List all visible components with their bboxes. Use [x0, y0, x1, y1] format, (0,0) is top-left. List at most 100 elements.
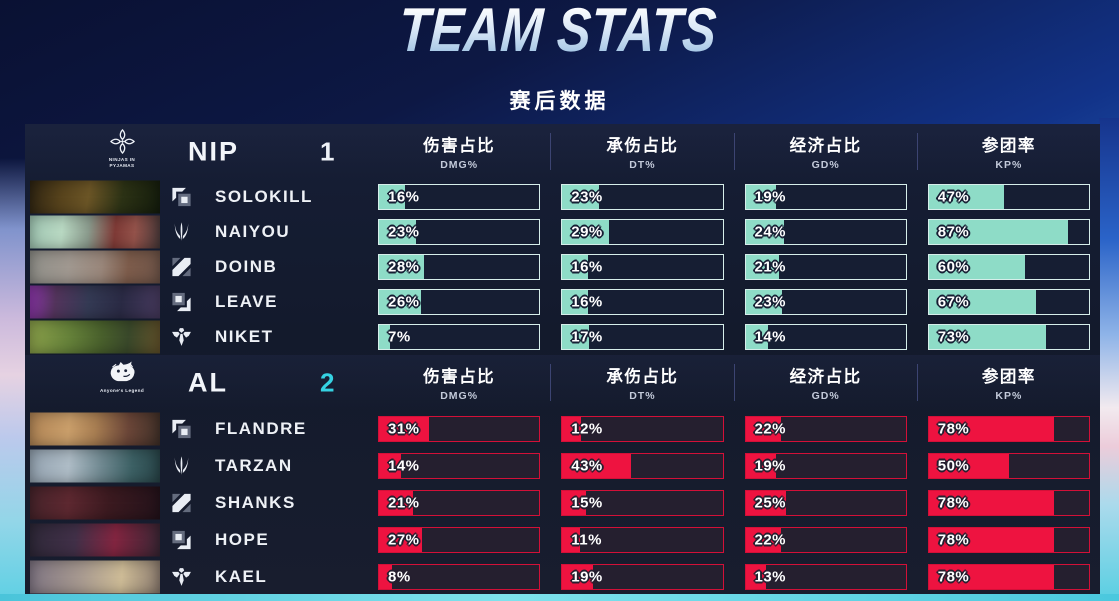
stat-bars: 8% 19% 13% 78% — [378, 558, 1090, 595]
player-row: NAIYOU 23% 29% 24% 87% — [25, 214, 1100, 249]
stat-bar-fill — [379, 453, 402, 478]
stat-bar-fill — [379, 219, 416, 244]
player-name: NAIYOU — [215, 221, 291, 241]
stat-bar-fill — [928, 453, 1009, 478]
page-subtitle: 赛后数据 — [509, 90, 610, 113]
stat-bar: 23% — [744, 288, 907, 315]
column-header-zh: 经济占比 — [789, 368, 862, 386]
stat-bar: 60% — [927, 253, 1090, 280]
stat-bar: 73% — [927, 323, 1090, 350]
player-row: KAEL 8% 19% 13% 78% — [25, 558, 1100, 595]
stat-bar-fill — [379, 254, 424, 279]
stat-bar: 21% — [744, 253, 907, 280]
team-header: NINJAS IN PYJAMAS NIP 1 伤害占比 DMG% 承伤占比 D… — [25, 124, 1100, 179]
team-header: Anyone's Legend AL 2 伤害占比 DMG% 承伤占比 DT% … — [25, 355, 1100, 410]
stat-bar-fill — [562, 490, 587, 515]
shuriken-logo — [97, 127, 147, 156]
stat-bar: 29% — [561, 218, 724, 245]
player-name: FLANDRE — [215, 418, 307, 438]
page-title: TEAM STATS — [397, 0, 719, 65]
player-rows: SOLOKILL 16% 23% 19% 47% NAIYOU 23% 29% … — [25, 179, 1100, 354]
player-name: HOPE — [215, 529, 270, 549]
stat-bar: 31% — [378, 415, 541, 442]
stat-bar-percent: 87% — [937, 223, 970, 240]
player-row: LEAVE 26% 16% 23% 67% — [25, 284, 1100, 319]
column-header: 参团率 KP% — [916, 124, 1090, 179]
stat-bar-percent: 29% — [571, 223, 603, 240]
stat-bar-percent: 78% — [937, 494, 970, 511]
team-name: NIP — [188, 136, 240, 166]
stat-bar-percent: 50% — [937, 457, 970, 474]
stat-bar-percent: 78% — [937, 531, 970, 548]
stat-bar-fill — [928, 289, 1037, 314]
stat-bar-percent: 23% — [754, 293, 787, 310]
stat-bar: 27% — [378, 526, 541, 553]
stat-bar-percent: 28% — [388, 258, 420, 275]
stat-bar-fill — [562, 184, 600, 209]
team-logo: Anyone's Legend — [97, 358, 147, 394]
stat-bar-percent: 27% — [388, 531, 420, 548]
stat-bar-fill — [745, 219, 784, 244]
column-header-zh: 承伤占比 — [606, 137, 679, 155]
team-score: 1 — [320, 136, 335, 166]
stat-bar-fill — [562, 453, 632, 478]
stat-bars: 16% 23% 19% 47% — [378, 179, 1090, 214]
player-row: NIKET 7% 17% 14% 73% — [25, 319, 1100, 354]
champion-portrait — [30, 523, 160, 556]
stat-bar-fill — [745, 490, 786, 515]
stat-bar-fill — [745, 564, 767, 589]
stat-bar-fill — [562, 527, 580, 552]
stat-bar: 25% — [744, 489, 907, 516]
stat-bar-fill — [379, 289, 421, 314]
column-header: 承伤占比 DT% — [550, 124, 723, 179]
column-header: 经济占比 GD% — [733, 124, 907, 179]
stat-bar: 17% — [561, 323, 724, 350]
champion-portrait — [30, 412, 160, 445]
team-identity: Anyone's Legend AL 2 — [25, 355, 378, 410]
champion-portrait — [30, 320, 160, 353]
column-header-zh: 参团率 — [981, 137, 1036, 155]
stat-bar-percent: 23% — [388, 223, 420, 240]
stat-bar: 50% — [927, 452, 1090, 479]
role-mid-icon — [171, 256, 192, 277]
stat-bar-fill — [745, 289, 783, 314]
stat-bar-fill — [745, 324, 768, 349]
player-row: SHANKS 21% 15% 25% 78% — [25, 484, 1100, 521]
stat-bar-fill — [562, 416, 582, 441]
stat-bars: 28% 16% 21% 60% — [378, 249, 1090, 284]
player-row: TARZAN 14% 43% 19% 50% — [25, 447, 1100, 484]
column-header-zh: 参团率 — [981, 368, 1036, 386]
role-jungle-icon — [171, 455, 192, 476]
champion-portrait — [30, 250, 160, 283]
team-name: AL — [188, 367, 228, 397]
stat-bar-percent: 24% — [754, 223, 787, 240]
stat-bar: 28% — [378, 253, 541, 280]
stat-bar: 78% — [927, 415, 1090, 442]
stat-bar: 16% — [561, 253, 724, 280]
column-header-en: DMG% — [440, 159, 479, 171]
player-name: NIKET — [215, 326, 274, 346]
column-header-zh: 伤害占比 — [423, 137, 496, 155]
stat-bar-fill — [745, 254, 780, 279]
stat-bar-percent: 47% — [937, 188, 970, 205]
stat-bar-percent: 23% — [571, 188, 603, 205]
column-header-en: DT% — [629, 159, 656, 171]
stat-bar-percent: 7% — [388, 328, 411, 345]
column-headers: 伤害占比 DMG% 承伤占比 DT% 经济占比 GD% 参团率 KP% — [378, 355, 1090, 410]
stat-bar-percent: 78% — [937, 568, 970, 585]
column-header: 经济占比 GD% — [733, 355, 907, 410]
stat-bar-percent: 67% — [937, 293, 970, 310]
stat-bar-fill — [928, 219, 1069, 244]
player-row: HOPE 27% 11% 22% 78% — [25, 521, 1100, 558]
stat-bars: 7% 17% 14% 73% — [378, 319, 1090, 354]
champion-portrait — [30, 449, 160, 482]
team-logo-caption: Anyone's Legend — [99, 388, 145, 393]
stat-bar-fill — [745, 453, 776, 478]
role-top-icon — [171, 186, 192, 207]
stat-bar: 23% — [378, 218, 541, 245]
player-name: LEAVE — [215, 291, 278, 311]
champion-portrait — [30, 180, 160, 213]
role-support-icon — [171, 326, 192, 347]
stat-bar-percent: 19% — [754, 188, 787, 205]
